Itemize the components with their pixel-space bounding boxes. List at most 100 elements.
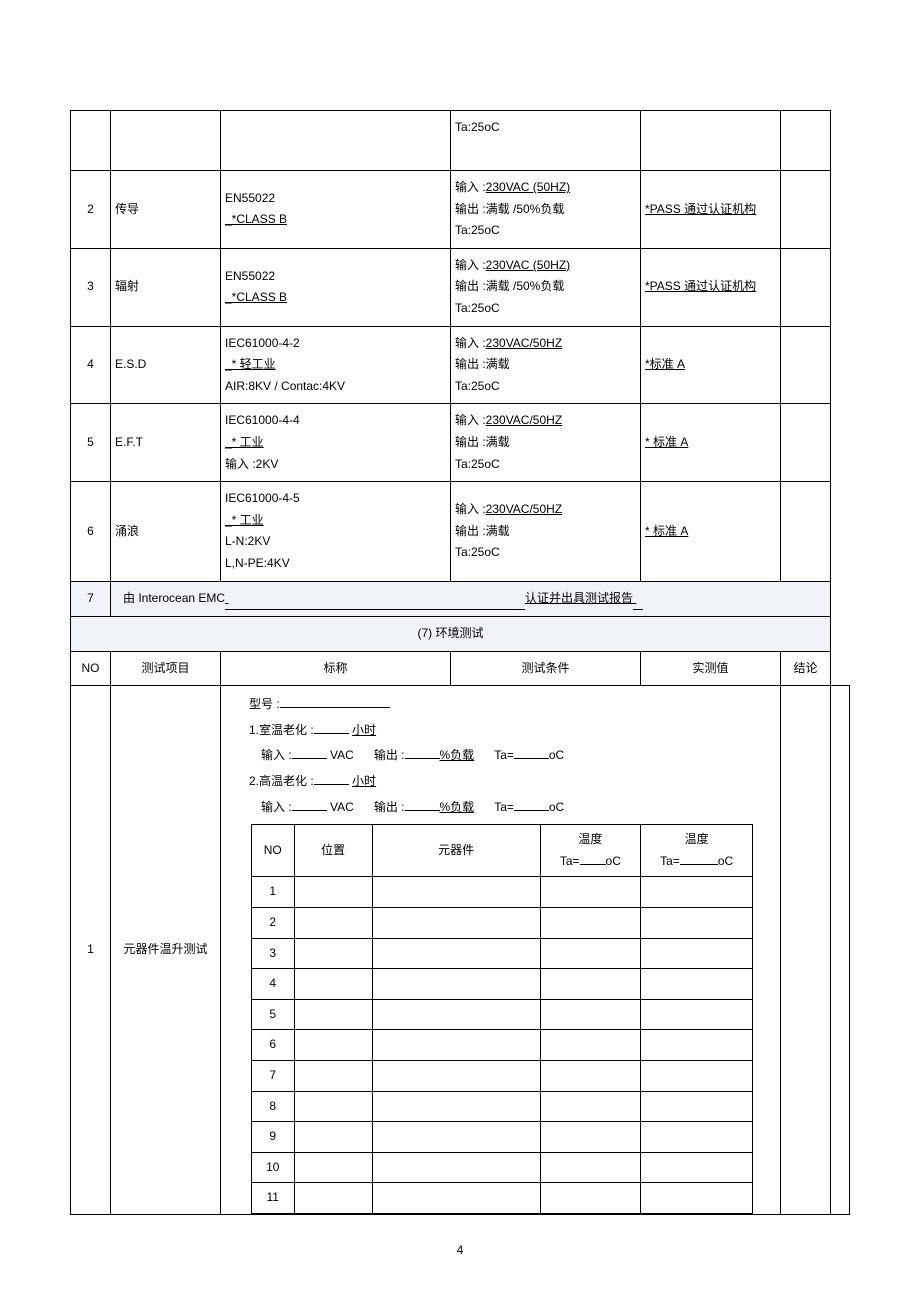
env-row1-no: 1 [71,686,111,1215]
inner-row: 1 [252,877,753,908]
emc-row: 2传导EN55022_*CLASS B输入 :230VAC (50HZ)输出 :… [71,171,850,249]
emc-std: EN55022_*CLASS B [221,248,451,326]
emc-std: EN55022_*CLASS B [221,171,451,249]
env-hdr-std: 标称 [221,651,451,686]
env-header-row: NO 测试项目 标称 测试条件 实测值 结论 [71,651,850,686]
inner-cell [372,1183,540,1214]
emc-res [781,248,831,326]
inner-cell [372,1152,540,1183]
input1-label: 输入 : [261,748,292,762]
inner-cell [372,1061,540,1092]
emc-row: Ta:25oC [71,111,850,171]
inner-no: 11 [252,1183,295,1214]
inner-cell [540,999,641,1030]
emc-row-7: 7 由 Interocean EMC 认证并出具测试报告 [71,581,850,617]
inner-cell [540,969,641,1000]
inner-cell [540,1091,641,1122]
emc-no: 2 [71,171,111,249]
inner-row: 7 [252,1061,753,1092]
emc-row7-suffix: 认证并出具测试报告 [525,591,633,605]
output1-label: 输出 : [374,748,405,762]
inner-no: 1 [252,877,295,908]
inner-row: 11 [252,1183,753,1214]
inner-cell [294,908,372,939]
emc-row: 5E.F.TIEC61000-4-4_* 工业 输入 :2KV输入 :230VA… [71,404,850,482]
inner-cell [372,1122,540,1153]
input1-unit: VAC [330,748,354,762]
emc-meas [641,111,781,171]
inner-cell [641,1122,753,1153]
emc-meas: *PASS 通过认证机构 [641,171,781,249]
emc-meas: * 标准 A [641,482,781,581]
inner-cell [641,1152,753,1183]
env-hdr-res: 结论 [781,651,831,686]
inner-cell [294,999,372,1030]
emc-item: E.S.D [111,326,221,404]
emc-std [221,111,451,171]
inner-no: 9 [252,1122,295,1153]
emc-cond: 输入 :230VAC (50HZ)输出 :满载 /50%负载Ta:25oC [451,171,641,249]
inner-cell [294,1061,372,1092]
inner-cell [294,1183,372,1214]
env-row1-meas [781,686,831,1215]
inner-cell [641,969,753,1000]
inner-no: 7 [252,1061,295,1092]
ta1-unit: oC [549,748,564,762]
output2-label: 输出 : [374,800,405,814]
inner-row: 2 [252,908,753,939]
inner-no: 8 [252,1091,295,1122]
inner-cell [540,1122,641,1153]
env-row1-content: 型号 : 1.室温老化 : 小时 输入 : VAC 输出 :%负载 Ta=oC … [221,686,781,1215]
output1-unit: %负载 [440,748,475,762]
inner-row: 8 [252,1091,753,1122]
inner-cell [641,908,753,939]
inner-cell [540,1030,641,1061]
inner-cell [372,1091,540,1122]
inner-cell [641,999,753,1030]
aging1-label: 1.室温老化 : [249,723,314,737]
inner-cell [641,938,753,969]
aging2-unit: 小时 [352,774,376,788]
input2-label: 输入 : [261,800,292,814]
inner-row: 10 [252,1152,753,1183]
inner-row: 3 [252,938,753,969]
inner-cell [641,877,753,908]
emc-no: 4 [71,326,111,404]
model-label: 型号 : [249,697,280,711]
env-hdr-cond: 测试条件 [451,651,641,686]
inner-row: 4 [252,969,753,1000]
inner-no: 6 [252,1030,295,1061]
emc-item: 辐射 [111,248,221,326]
ta2-label: Ta= [494,800,514,814]
inner-cell [294,1091,372,1122]
inner-hdr-comp: 元器件 [372,825,540,877]
inner-header-row: NO 位置 元器件 温度 Ta=oC 温度 [252,825,753,877]
emc-res [781,171,831,249]
inner-cell [641,1030,753,1061]
inner-cell [294,969,372,1000]
env-hdr-item: 测试项目 [111,651,221,686]
env-hdr-meas: 实测值 [641,651,781,686]
inner-cell [294,1030,372,1061]
inner-cell [294,1122,372,1153]
emc-row: 3辐射EN55022_*CLASS B输入 :230VAC (50HZ)输出 :… [71,248,850,326]
emc-meas: *标准 A [641,326,781,404]
page: Ta:25oC2传导EN55022_*CLASS B输入 :230VAC (50… [0,0,920,1297]
inner-cell [540,1183,641,1214]
emc-cond: 输入 :230VAC/50HZ输出 :满载Ta:25oC [451,404,641,482]
inner-cell [372,1030,540,1061]
emc-item: 传导 [111,171,221,249]
emc-no: 6 [71,482,111,581]
inner-cell [641,1091,753,1122]
env-row-1: 1 元器件温升测试 型号 : 1.室温老化 : 小时 输入 : VAC 输出 :… [71,686,850,1215]
inner-cell [372,938,540,969]
inner-cell [372,969,540,1000]
emc-std: IEC61000-4-2_* 轻工业AIR:8KV / Contac:4KV [221,326,451,404]
emc-std: IEC61000-4-4_* 工业 输入 :2KV [221,404,451,482]
inner-cell [294,1152,372,1183]
inner-cell [540,877,641,908]
emc-meas: *PASS 通过认证机构 [641,248,781,326]
emc-res [781,326,831,404]
output2-unit: %负载 [440,800,475,814]
inner-cell [641,1061,753,1092]
